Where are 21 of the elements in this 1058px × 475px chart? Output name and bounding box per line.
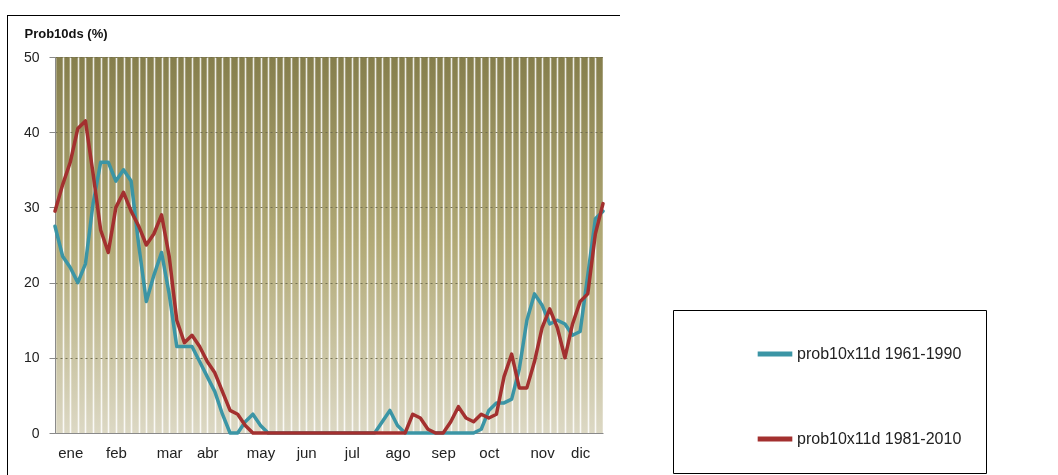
y-tick-label: 30 [23, 198, 40, 215]
x-tick-label: mar [156, 443, 183, 461]
x-tick-label: abr [196, 443, 219, 461]
x-tick-label: may [246, 443, 276, 461]
y-tick-label: 40 [23, 123, 40, 140]
x-tick-label: feb [105, 443, 127, 461]
y-tick-label: 20 [23, 274, 40, 291]
x-tick-label: jul [343, 443, 360, 461]
x-tick-label: jun [295, 443, 317, 461]
y-tick-label: 10 [23, 349, 40, 366]
x-tick-label: ene [58, 443, 84, 461]
y-tick-label: 0 [31, 424, 40, 441]
x-tick-label: ago [385, 443, 411, 461]
x-tick-label: oct [479, 443, 501, 461]
x-tick-label: sep [431, 443, 456, 461]
y-axis-title: Prob10ds (%) [24, 25, 108, 41]
legend-label: prob10x11d 1981-2010 [797, 430, 962, 447]
x-tick-label: dic [571, 443, 591, 461]
y-tick-label: 50 [23, 48, 40, 65]
x-tick-label: nov [530, 443, 556, 461]
legend-label: prob10x11d 1961-1990 [797, 345, 962, 362]
